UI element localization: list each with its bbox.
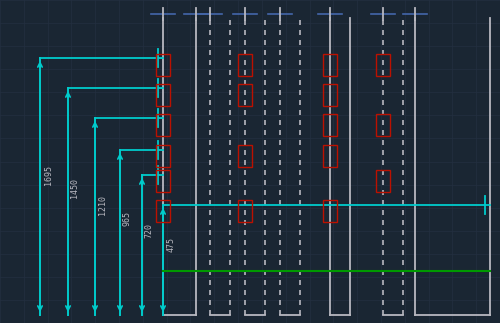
- Text: 1210: 1210: [98, 195, 106, 215]
- Bar: [156, 170, 170, 192]
- Bar: [238, 200, 252, 222]
- Bar: [156, 114, 170, 136]
- Bar: [323, 114, 337, 136]
- Bar: [156, 54, 170, 76]
- Bar: [156, 145, 170, 167]
- Text: 475: 475: [166, 236, 175, 252]
- Bar: [156, 84, 170, 106]
- Bar: [323, 84, 337, 106]
- Text: 720: 720: [144, 224, 154, 238]
- Bar: [376, 170, 390, 192]
- Bar: [238, 54, 252, 76]
- Text: 1695: 1695: [44, 165, 52, 185]
- Bar: [323, 54, 337, 76]
- Bar: [323, 200, 337, 222]
- Text: 1450: 1450: [70, 178, 80, 198]
- Bar: [376, 114, 390, 136]
- Bar: [238, 145, 252, 167]
- Bar: [323, 145, 337, 167]
- Bar: [376, 54, 390, 76]
- Bar: [156, 200, 170, 222]
- Bar: [238, 84, 252, 106]
- Text: 965: 965: [122, 211, 132, 225]
